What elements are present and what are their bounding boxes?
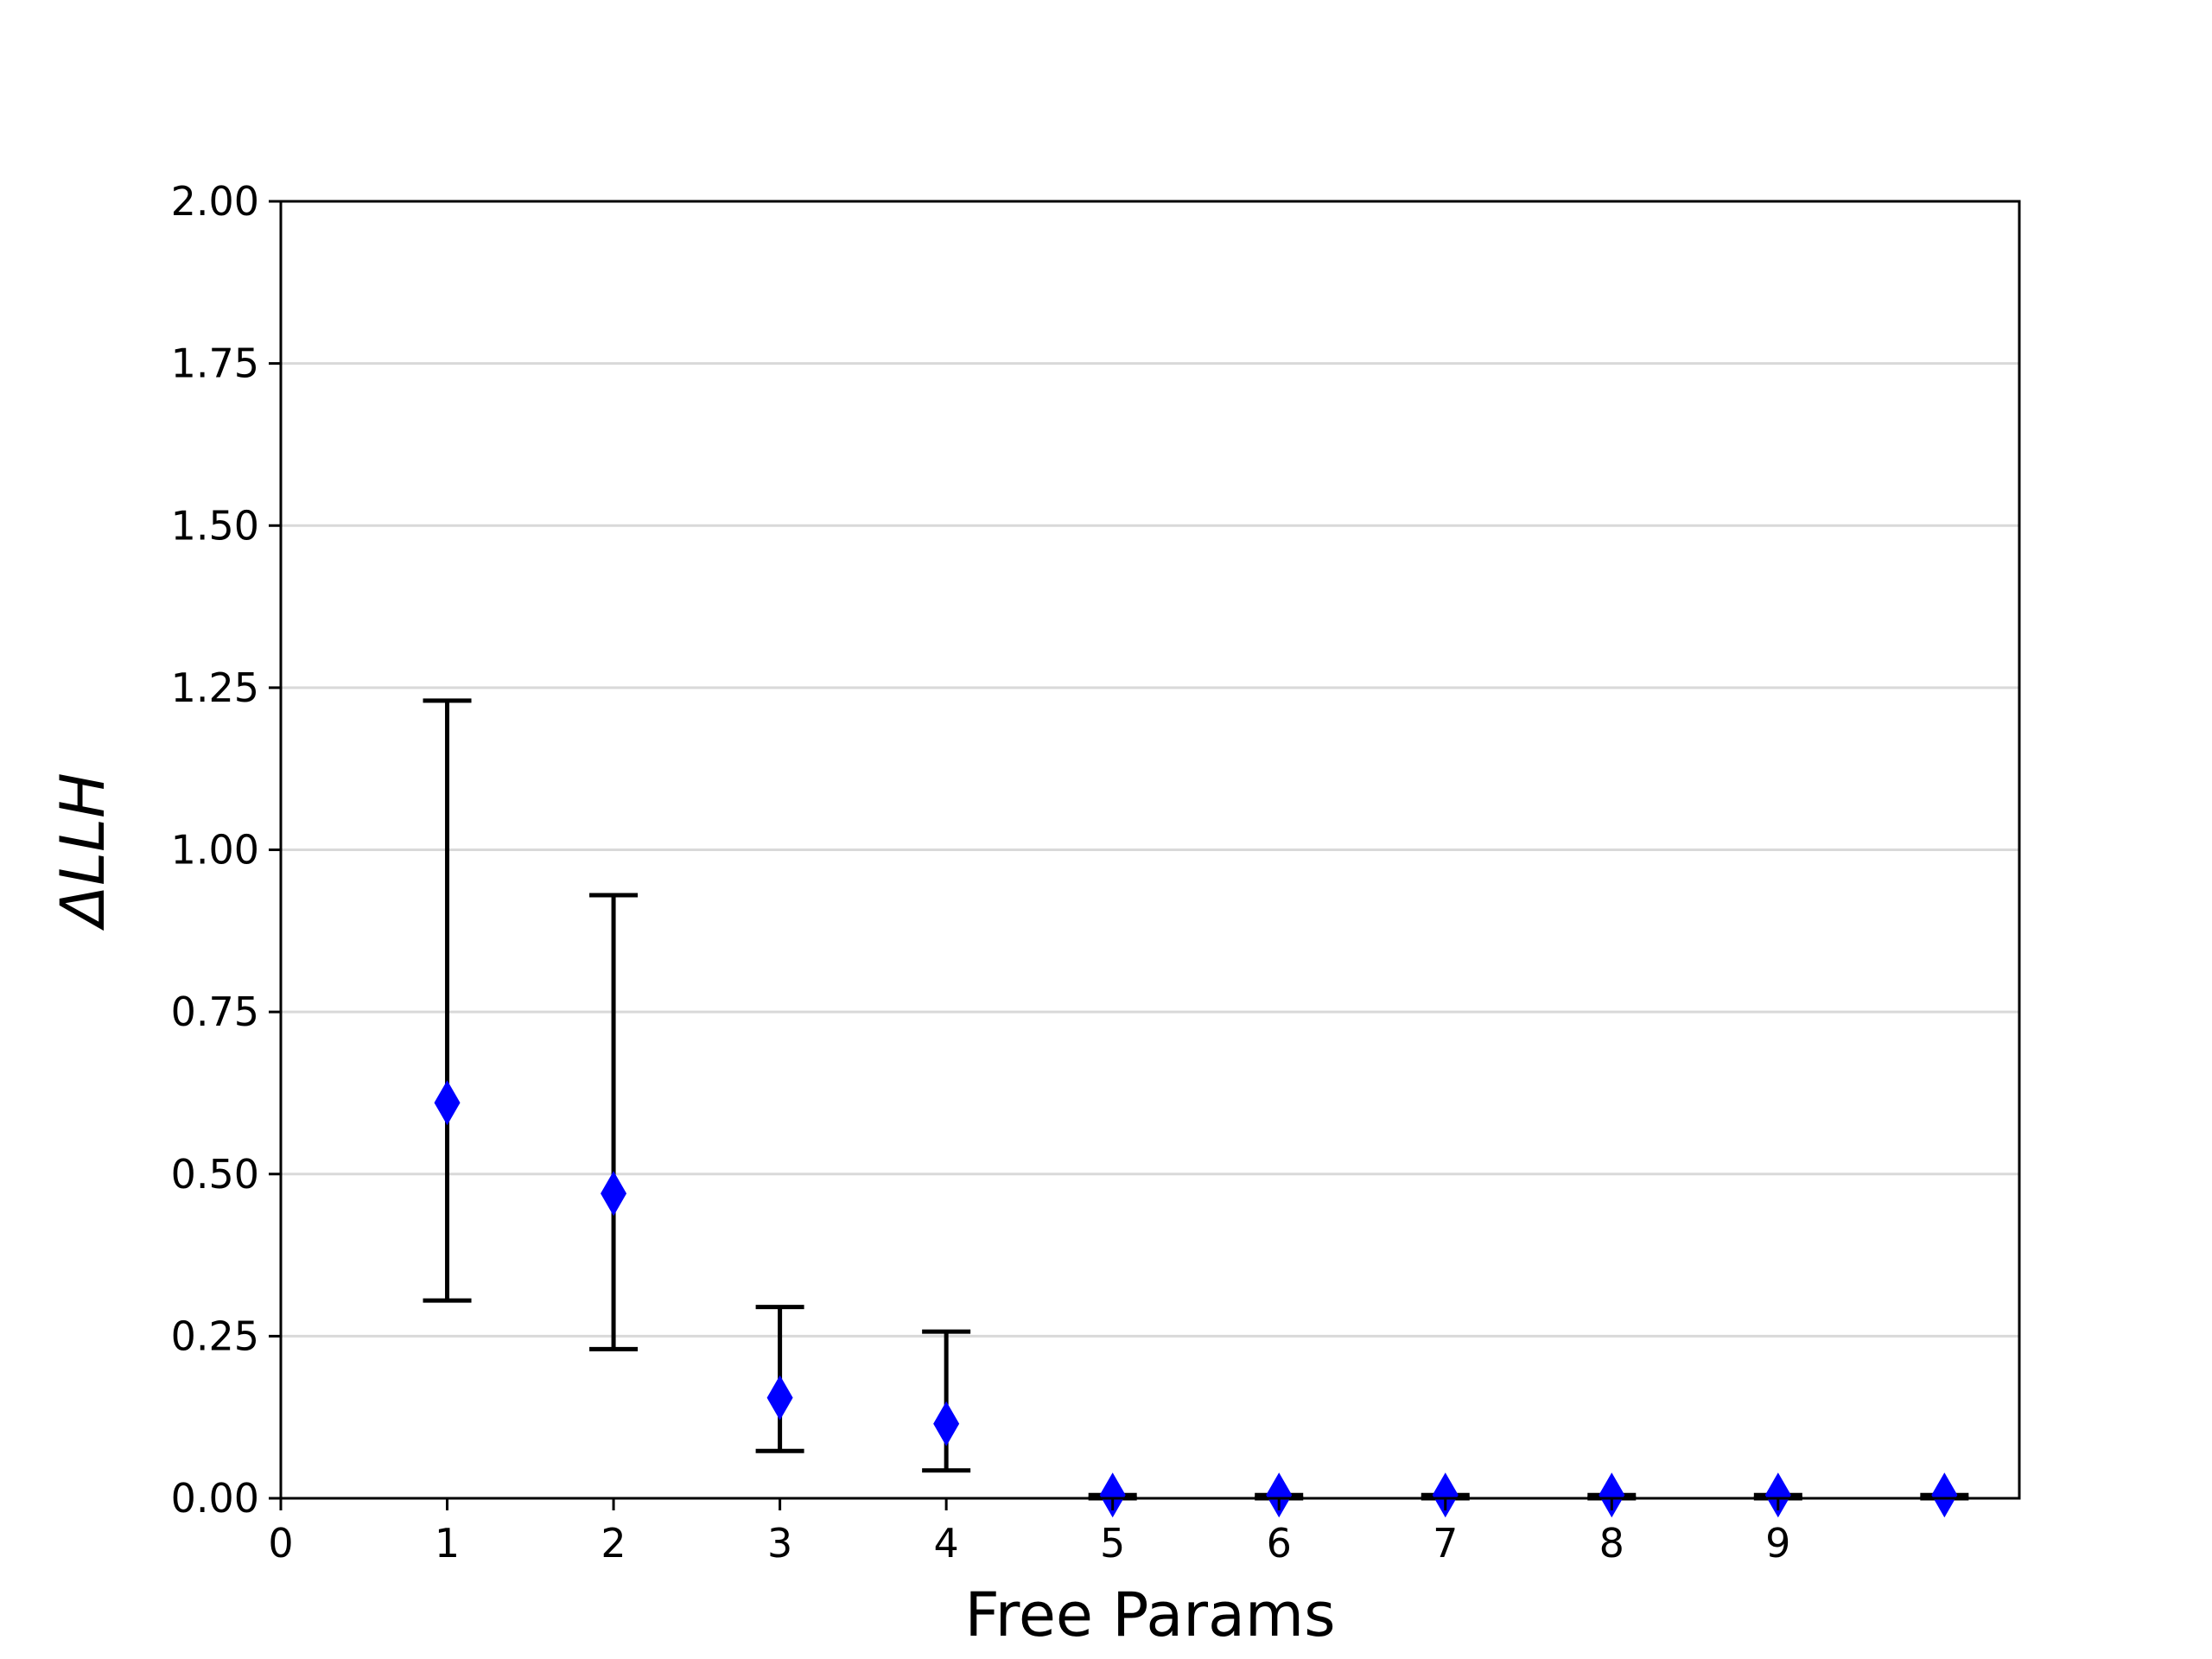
x-tick-label: 9 [1765, 1520, 1790, 1567]
data-point-marker [1599, 1472, 1625, 1518]
x-tick-label: 8 [1599, 1520, 1624, 1567]
y-tick-label: 1.25 [171, 664, 259, 711]
x-tick-label: 1 [435, 1520, 460, 1567]
y-tick-label: 2.00 [171, 178, 259, 225]
x-tick-label: 0 [268, 1520, 293, 1567]
x-tick-label: 7 [1433, 1520, 1458, 1567]
y-tick-label: 0.25 [171, 1313, 259, 1359]
data-point-marker [933, 1401, 960, 1446]
x-axis-label: Free Params [964, 1580, 1335, 1650]
error-bar [589, 893, 639, 1351]
y-axis-label: ΔLLH [48, 772, 118, 931]
y-tick-label: 1.50 [171, 502, 259, 549]
data-point-marker [1099, 1472, 1126, 1518]
data-point-marker [1266, 1472, 1293, 1518]
error-bar [922, 1329, 971, 1473]
y-tick-label: 0.50 [171, 1151, 259, 1198]
data-markers [434, 1080, 1958, 1518]
data-point-marker [1764, 1472, 1791, 1518]
y-tick-label: 1.00 [171, 827, 259, 874]
data-point-marker [601, 1171, 627, 1217]
x-tick-label: 2 [601, 1520, 626, 1567]
x-tick-label: 3 [767, 1520, 792, 1567]
x-tick-label: 4 [934, 1520, 959, 1567]
y-axis-ticks: 0.00 0.25 0.50 0.75 1.00 1.25 1.50 1.75 2.00 [171, 178, 281, 1522]
x-tick-label: 6 [1267, 1520, 1292, 1567]
data-point-marker [434, 1080, 461, 1126]
error-bar [423, 698, 472, 1303]
y-tick-label: 1.75 [171, 340, 259, 387]
y-tick-label: 0.00 [171, 1475, 259, 1522]
x-tick-label: 5 [1100, 1520, 1125, 1567]
y-tick-label: 0.75 [171, 988, 259, 1035]
data-point-marker [1931, 1472, 1958, 1518]
data-point-marker [1432, 1472, 1459, 1518]
data-point-marker [766, 1375, 793, 1421]
x-axis-ticks: 0 1 2 3 4 5 6 7 8 9 [268, 1498, 1790, 1567]
grid-lines [281, 362, 2019, 1338]
